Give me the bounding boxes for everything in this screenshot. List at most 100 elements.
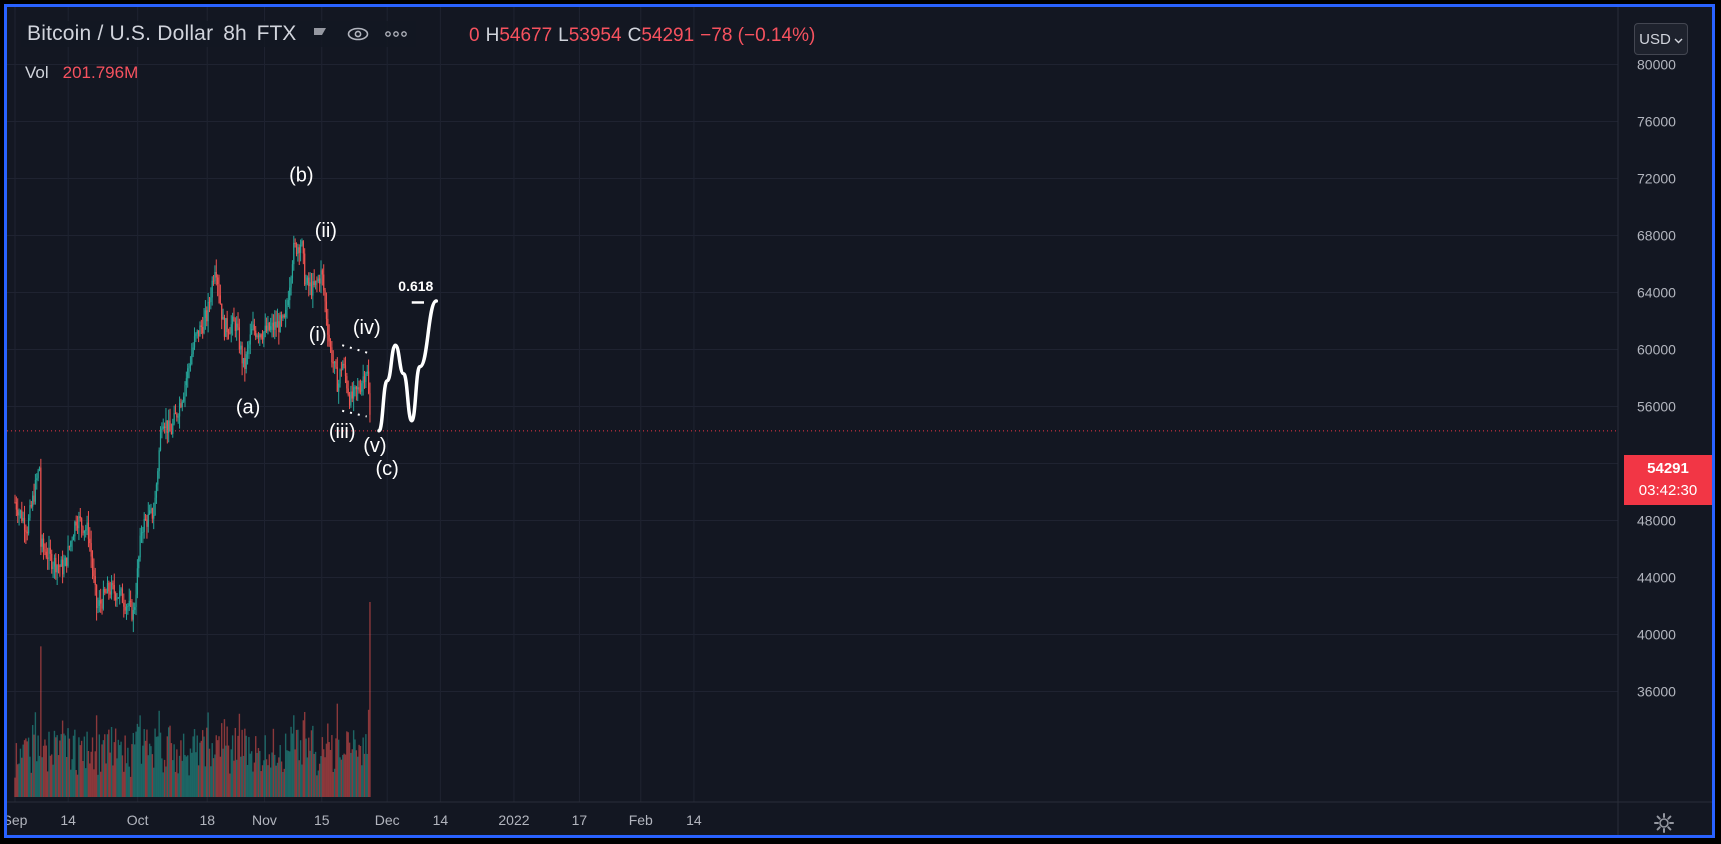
candle-body [120,588,122,591]
volume-bar [102,740,105,797]
price-axis[interactable]: 3600040000440004800052000560006000064000… [1637,57,1676,700]
symbol-name[interactable]: Bitcoin / U.S. Dollar [27,22,214,45]
volume-bar [316,775,318,797]
volume-bar [49,755,52,797]
time-axis[interactable]: Sep 14 Oct 18 Nov 15 Dec 14 2022 17 Feb 14 [7,812,702,828]
candle-body [93,570,95,577]
volume-bar [97,774,99,797]
eye-icon[interactable] [344,22,372,46]
candle-body [346,376,348,389]
candle-body [336,367,338,392]
time-tick-label: 14 [686,812,702,828]
volume-bar [216,740,219,797]
candle-body [57,565,60,567]
candle-body [214,271,216,281]
volume-bar [61,720,64,797]
volume-bar [361,765,363,797]
volume-bar [52,764,54,797]
volume-bar [132,732,135,797]
candle-body [327,318,329,335]
volume-bar [148,743,151,797]
volume-bar [283,768,285,797]
flag-icon[interactable] [306,22,334,46]
candle-body [240,345,242,350]
candle-body [328,334,330,342]
candle-body [48,547,50,559]
chart-frame: (a) (b) (c) (i) (ii) (iii) (iv) (v) 0.618 36000 4… [4,4,1715,838]
volume-bar [151,754,154,797]
candle-body [196,330,198,334]
volume-bar [121,755,124,797]
candle-body [233,316,235,322]
volume-bar [182,733,185,797]
candle-body [198,330,200,337]
candle-body [300,244,302,253]
volume-bar [321,737,324,797]
price-tick-label: 76000 [1637,114,1676,130]
volume-label: Vol [25,63,49,82]
volume-bar [229,773,231,797]
candle-body [123,602,125,607]
volume-bar [57,755,60,797]
price-tick-label: 72000 [1637,171,1676,187]
time-tick-label: Oct [127,812,149,828]
more-icon[interactable] [382,22,410,46]
volume-bar [147,755,149,797]
volume-bar [226,726,228,797]
volume-bar [25,738,27,797]
volume-bar [184,754,186,797]
volume-bar [280,761,283,797]
volume-bar [297,729,299,797]
candle-body [210,297,212,302]
time-tick-label: 2022 [498,812,529,828]
candle-body [169,420,171,432]
candle-body [176,413,178,418]
volume-bar [150,746,152,797]
currency-select[interactable]: USD [1634,23,1688,55]
candle-body [309,282,311,287]
candle-body [363,376,366,382]
volume-legend[interactable]: Vol 201.796M [25,63,138,83]
volume-bar [75,770,77,797]
volume-bar [140,763,143,797]
volume-bar [178,755,181,797]
exchange-label[interactable]: FTX [256,22,297,45]
volume-bar [87,750,90,797]
volume-bar [72,735,75,797]
candle-body [282,315,284,319]
candle-body [22,517,24,522]
volume-bar [15,743,18,797]
candle-body [136,568,138,595]
volume-bar [204,766,207,797]
volume-bar [125,763,128,797]
volume-bar [318,763,321,797]
volume-bar [336,703,339,797]
candle-body [149,510,151,514]
candle-body [305,282,307,285]
volume-bar [94,751,96,797]
candle-body [161,428,163,433]
volume-bar [314,751,317,797]
candle-body [199,325,201,337]
chart-canvas[interactable]: (a) (b) (c) (i) (ii) (iii) (iv) (v) 0.618 36000 4… [7,7,1712,835]
symbol-header[interactable]: Bitcoin / U.S. Dollar 8h FTX [21,21,417,47]
candle-body [185,378,187,386]
volume-bar [71,759,73,797]
candle-body [248,344,250,349]
bar-countdown: 03:42:30 [1638,482,1698,499]
interval-label[interactable]: 8h [223,22,247,45]
candle-body [15,502,17,510]
volume-bar [113,742,115,797]
volume-bar [231,735,234,797]
candle-body [172,423,174,434]
candle-body [63,565,65,575]
candle-body [222,317,224,320]
candle-body [193,336,196,348]
volume-bar [146,729,148,797]
time-tick-label: Sep [7,812,28,828]
candle-body [130,600,132,602]
price-tick-label: 80000 [1637,57,1676,73]
candle-body [188,366,190,369]
candle-body [323,274,325,291]
gear-icon[interactable] [1653,812,1675,834]
